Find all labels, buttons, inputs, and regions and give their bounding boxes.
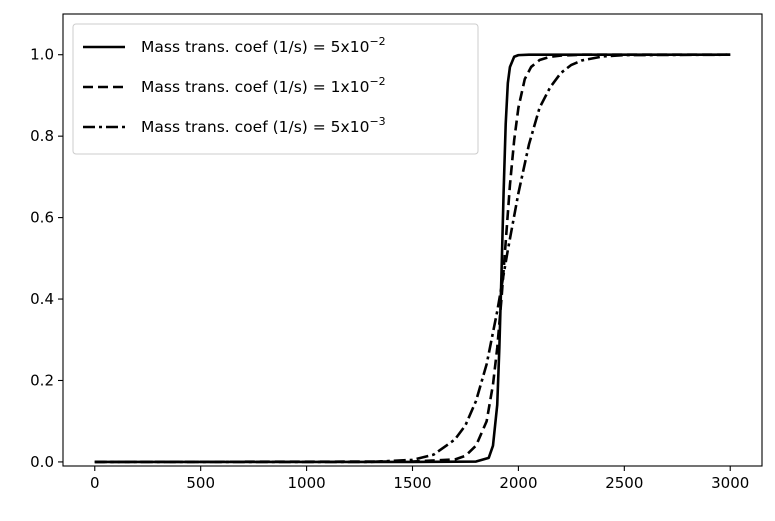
- x-tick-label: 0: [90, 474, 100, 492]
- series-line-2: [94, 53, 731, 464]
- x-tick-label: 500: [186, 474, 215, 492]
- legend-label-1: Mass trans. coef (1/s) = 5x10−2: [141, 35, 386, 56]
- series-line-1: [94, 53, 731, 464]
- x-tick-label: 1000: [287, 474, 325, 492]
- legend-label-text: Mass trans. coef (1/s) = 5x10: [141, 118, 369, 136]
- y-tick-label: 0.0: [30, 453, 54, 471]
- series-line-3: [94, 53, 731, 464]
- plot-area: 0 500 1000 1500 2000 2500 3000 0.0 0.2 0.4 0.6 0.8 1…: [30, 13, 763, 492]
- legend-label-exponent: −2: [369, 75, 385, 88]
- x-tick-label: 2500: [605, 474, 643, 492]
- x-tick-label: 3000: [711, 474, 749, 492]
- series-lines: [94, 53, 731, 464]
- y-tick-label: 1.0: [30, 46, 54, 64]
- legend-label-text: Mass trans. coef (1/s) = 1x10: [141, 78, 369, 96]
- x-axis: 0 500 1000 1500 2000 2500 3000: [90, 466, 749, 492]
- legend-label-exponent: −3: [369, 115, 385, 128]
- legend-box: [72, 23, 479, 155]
- y-tick-label: 0.6: [30, 209, 54, 227]
- y-tick-label: 0.2: [30, 371, 54, 389]
- x-tick-label: 1500: [393, 474, 431, 492]
- y-axis: 0.0 0.2 0.4 0.6 0.8 1.0: [30, 46, 63, 471]
- y-tick-label: 0.8: [30, 127, 54, 145]
- legend-label-2: Mass trans. coef (1/s) = 1x10−2: [141, 75, 386, 96]
- legend-label-3: Mass trans. coef (1/s) = 5x10−3: [141, 115, 386, 136]
- y-tick-label: 0.4: [30, 290, 54, 308]
- legend-label-exponent: −2: [369, 35, 385, 48]
- legend-label-text: Mass trans. coef (1/s) = 5x10: [141, 38, 369, 56]
- x-tick-label: 2000: [499, 474, 537, 492]
